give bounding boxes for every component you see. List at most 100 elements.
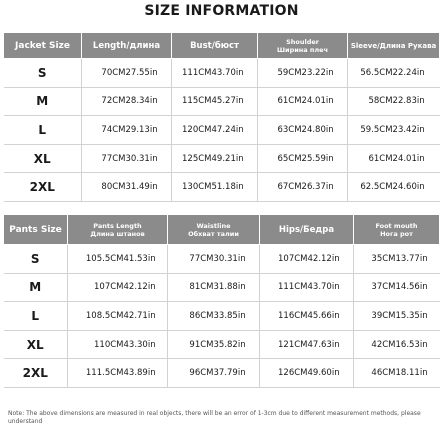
- size-label: M: [3, 87, 82, 117]
- waist-cm: 91CM: [167, 330, 214, 360]
- pants-length-in: 41.53in: [123, 244, 168, 274]
- length-in: 27.55in: [125, 58, 173, 88]
- waist-in: 33.85in: [213, 301, 260, 331]
- bust-cm: 120CM: [171, 115, 212, 145]
- hips-cm: 111CM: [259, 273, 308, 303]
- jacket-length-header: Length/длина: [80, 32, 173, 59]
- table-row: M 107CM 42.12in 81CM 31.88in 111CM 43.70…: [3, 273, 440, 303]
- sleeve-cm: 62.5CM: [347, 172, 393, 202]
- waist-in: 31.88in: [213, 273, 260, 303]
- pants-length-cm: 110CM: [67, 330, 124, 360]
- foot-cm: 39CM: [353, 301, 396, 331]
- hips-in: 47.63in: [307, 330, 354, 360]
- pants-length-cm: 111.5CM: [67, 358, 124, 388]
- pants-length-in: 43.89in: [123, 358, 168, 388]
- table-row: 2XL 80CM 31.49in 130CM 51.18in 67CM 26.3…: [3, 172, 440, 202]
- foot-in: 13.77in: [395, 244, 440, 274]
- shoulder-cm: 63CM: [257, 115, 302, 145]
- length-in: 28.34in: [125, 87, 173, 117]
- table-row: L 108.5CM 42.71in 86CM 33.85in 116CM 45.…: [3, 301, 440, 331]
- pants-length-cm: 107CM: [67, 273, 124, 303]
- pants-waistline-header: Waistline Обхват талии: [167, 214, 260, 245]
- foot-in: 16.53in: [395, 330, 440, 360]
- shoulder-cm: 61CM: [257, 87, 302, 117]
- sleeve-in: 23.42in: [392, 115, 440, 145]
- foot-in: 18.11in: [395, 358, 440, 388]
- waist-in: 37.79in: [213, 358, 260, 388]
- size-label: 2XL: [3, 172, 82, 202]
- foot-cm: 37CM: [353, 273, 396, 303]
- size-label: XL: [3, 330, 68, 360]
- sleeve-in: 22.24in: [392, 58, 440, 88]
- pants-length-in: 42.71in: [123, 301, 168, 331]
- measurement-note: Note: The above dimensions are measured …: [8, 410, 421, 425]
- foot-cm: 35CM: [353, 244, 396, 274]
- jacket-shoulder-header: Shoulder Ширина плеч: [257, 32, 349, 59]
- size-label: L: [3, 301, 68, 331]
- waist-cm: 86CM: [167, 301, 214, 331]
- length-cm: 70CM: [81, 58, 126, 88]
- waist-cm: 81CM: [167, 273, 214, 303]
- bust-cm: 125CM: [171, 144, 212, 174]
- bust-cm: 130CM: [171, 172, 212, 202]
- table-row: L 74CM 29.13in 120CM 47.24in 63CM 24.80i…: [3, 115, 440, 145]
- table-row: M 72CM 28.34in 115CM 45.27in 61CM 24.01i…: [3, 87, 440, 117]
- hips-cm: 107CM: [259, 244, 308, 274]
- table-row: XL 110CM 43.30in 91CM 35.82in 121CM 47.6…: [3, 330, 440, 360]
- waist-cm: 96CM: [167, 358, 214, 388]
- bust-in: 51.18in: [211, 172, 259, 202]
- sleeve-cm: 61CM: [347, 144, 393, 174]
- bust-in: 45.27in: [211, 87, 259, 117]
- length-cm: 72CM: [81, 87, 126, 117]
- foot-cm: 46CM: [353, 358, 396, 388]
- pants-length-cm: 105.5CM: [67, 244, 124, 274]
- shoulder-in: 24.01in: [301, 87, 349, 117]
- pants-length-in: 42.12in: [123, 273, 168, 303]
- jacket-size-header: Jacket Size: [3, 32, 82, 59]
- hips-cm: 126CM: [259, 358, 308, 388]
- length-cm: 74CM: [81, 115, 126, 145]
- waist-in: 30.31in: [213, 244, 260, 274]
- bust-cm: 115CM: [171, 87, 212, 117]
- foot-in: 15.35in: [395, 301, 440, 331]
- bust-in: 47.24in: [211, 115, 259, 145]
- length-in: 31.49in: [125, 172, 173, 202]
- shoulder-cm: 59CM: [257, 58, 302, 88]
- size-label: S: [3, 58, 82, 88]
- pants-size-header: Pants Size: [3, 214, 68, 245]
- bust-cm: 111CM: [171, 58, 212, 88]
- sleeve-cm: 56.5CM: [347, 58, 393, 88]
- hips-cm: 121CM: [259, 330, 308, 360]
- shoulder-cm: 65CM: [257, 144, 302, 174]
- size-label: XL: [3, 144, 82, 174]
- bust-in: 43.70in: [211, 58, 259, 88]
- sleeve-in: 22.83in: [392, 87, 440, 117]
- sleeve-in: 24.01in: [392, 144, 440, 174]
- length-cm: 77CM: [81, 144, 126, 174]
- shoulder-in: 26.37in: [301, 172, 349, 202]
- size-label: L: [3, 115, 82, 145]
- hips-in: 49.60in: [307, 358, 354, 388]
- hips-in: 43.70in: [307, 273, 354, 303]
- waist-cm: 77CM: [167, 244, 214, 274]
- length-in: 30.31in: [125, 144, 173, 174]
- table-row: S 70CM 27.55in 111CM 43.70in 59CM 23.22i…: [3, 58, 440, 88]
- foot-cm: 42CM: [353, 330, 396, 360]
- shoulder-cm: 67CM: [257, 172, 302, 202]
- jacket-sleeve-header: Sleeve/Длина Рукава: [347, 32, 441, 59]
- pants-header-row: Pants Size Pants Length Длина штанов Wai…: [3, 214, 440, 245]
- pants-length-header: Pants Length Длина штанов: [67, 214, 168, 245]
- pants-foot-mouth-header: Foot mouth Нога рот: [353, 214, 440, 245]
- size-label: 2XL: [3, 358, 68, 388]
- length-cm: 80CM: [81, 172, 126, 202]
- jacket-header-row: Jacket Size Length/длина Bust/бюст Shoul…: [3, 32, 441, 59]
- waist-in: 35.82in: [213, 330, 260, 360]
- bust-in: 49.21in: [211, 144, 259, 174]
- size-label: S: [3, 244, 68, 274]
- table-row: 2XL 111.5CM 43.89in 96CM 37.79in 126CM 4…: [3, 358, 440, 388]
- table-row: XL 77CM 30.31in 125CM 49.21in 65CM 25.59…: [3, 144, 440, 174]
- pants-size-table: Pants Size Pants Length Длина штанов Wai…: [3, 214, 440, 388]
- hips-in: 45.66in: [307, 301, 354, 331]
- shoulder-in: 25.59in: [301, 144, 349, 174]
- table-row: S 105.5CM 41.53in 77CM 30.31in 107CM 42.…: [3, 244, 440, 274]
